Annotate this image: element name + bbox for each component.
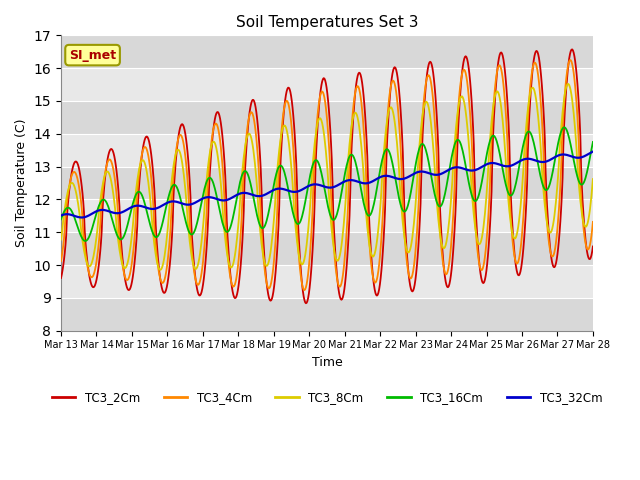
Legend: TC3_2Cm, TC3_4Cm, TC3_8Cm, TC3_16Cm, TC3_32Cm: TC3_2Cm, TC3_4Cm, TC3_8Cm, TC3_16Cm, TC3… xyxy=(47,387,607,409)
Bar xyxy=(61,167,593,199)
Text: SI_met: SI_met xyxy=(69,48,116,61)
Bar xyxy=(61,232,593,265)
Bar xyxy=(61,101,593,134)
Bar xyxy=(61,134,593,167)
Bar xyxy=(61,199,593,232)
Bar xyxy=(61,265,593,298)
Y-axis label: Soil Temperature (C): Soil Temperature (C) xyxy=(15,119,28,247)
X-axis label: Time: Time xyxy=(312,356,342,369)
Bar xyxy=(61,298,593,331)
Title: Soil Temperatures Set 3: Soil Temperatures Set 3 xyxy=(236,15,418,30)
Bar xyxy=(61,68,593,101)
Bar xyxy=(61,36,593,68)
